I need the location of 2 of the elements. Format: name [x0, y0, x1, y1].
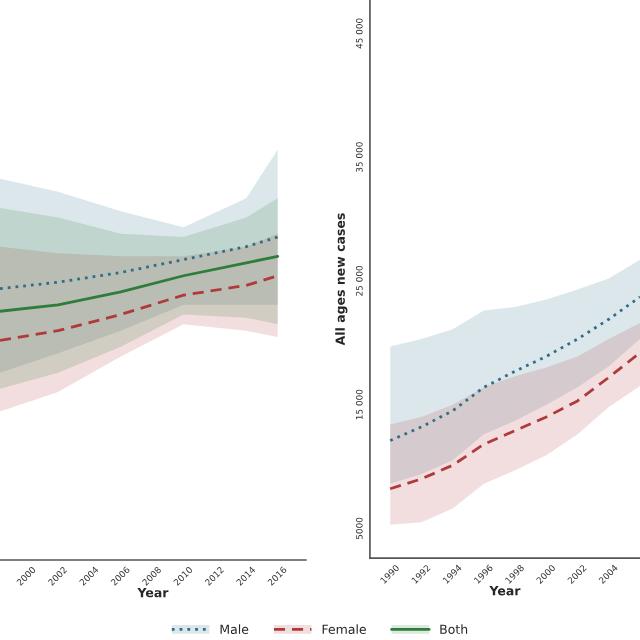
line-series — [388, 295, 640, 442]
line-series — [388, 351, 640, 491]
